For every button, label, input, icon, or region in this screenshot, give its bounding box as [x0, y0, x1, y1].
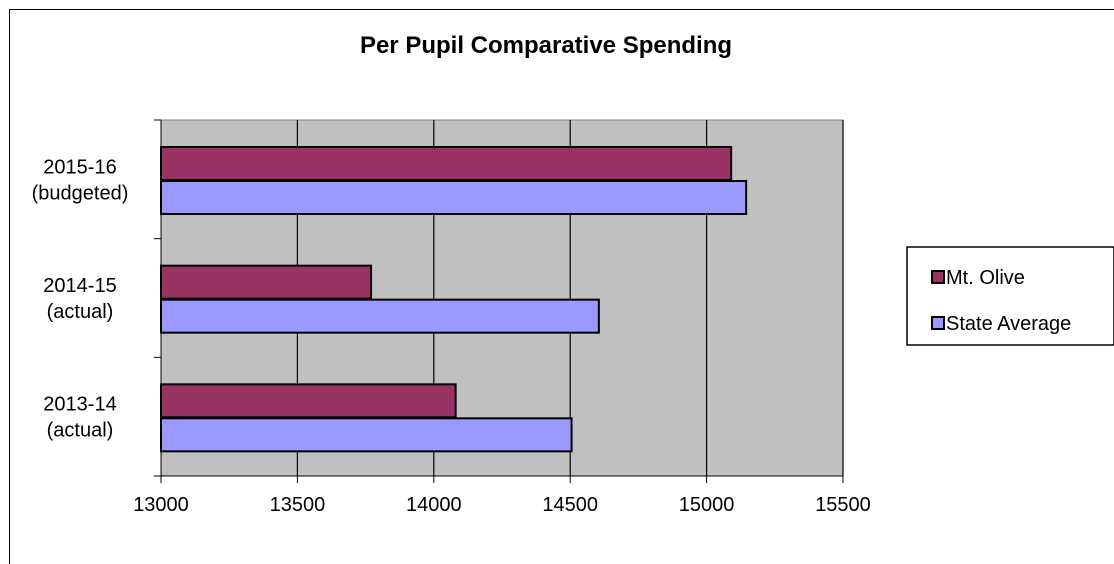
x-tick-label: 14500 — [542, 494, 598, 516]
category-label: (budgeted) — [32, 182, 129, 204]
x-tick-label: 15500 — [815, 494, 871, 516]
chart-title: Per Pupil Comparative Spending — [360, 32, 732, 59]
legend-swatch — [931, 270, 945, 284]
legend-swatch — [931, 316, 945, 330]
bar — [160, 180, 748, 215]
category-label: 2013-14 — [43, 394, 116, 416]
bar — [160, 264, 373, 300]
legend-label: Mt. Olive — [946, 267, 1025, 289]
x-tick-label: 13500 — [270, 494, 326, 516]
bar — [160, 417, 573, 453]
bar — [160, 298, 600, 334]
bar — [160, 383, 457, 419]
x-tick-label: 15000 — [679, 494, 735, 516]
category-label: (actual) — [47, 301, 114, 323]
legend-label: State Average — [946, 313, 1071, 335]
category-label: 2015-16 — [43, 156, 116, 178]
category-label: 2014-15 — [43, 275, 116, 297]
x-tick-label: 13000 — [133, 494, 189, 516]
x-tick-label: 14000 — [406, 494, 462, 516]
bar — [160, 146, 733, 181]
category-label: (actual) — [47, 420, 114, 442]
